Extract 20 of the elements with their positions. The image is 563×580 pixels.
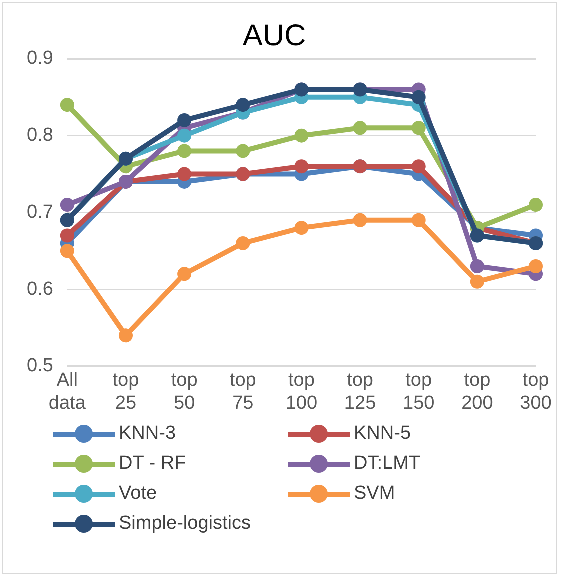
legend-label: KNN-5 [354,423,412,445]
x-tick-label: top 75 [230,370,256,414]
y-tick-label: 0.8 [26,125,54,146]
x-tick-label: top 25 [112,370,140,414]
legend-label: KNN-3 [119,423,176,445]
y-tick-label: 0.6 [26,278,54,300]
x-tick-label: top 125 [344,370,376,414]
legend-label: SVM [354,483,396,505]
legend-label: DT:LMT [354,453,420,475]
legend-label: Vote [119,483,158,505]
legend-label: Simple-logistics [119,513,251,535]
y-tick-label: 0.7 [26,202,54,223]
x-tick-label: top 50 [171,370,198,414]
legend-label: DT - RF [119,453,186,475]
y-tick-label: 0.9 [26,48,54,70]
x-tick-label: top 200 [462,370,494,414]
x-tick-label: top 100 [286,370,318,414]
chart-title: AUC [242,19,306,52]
x-tick-label: top 300 [520,370,552,414]
x-tick-label: top 150 [403,370,435,414]
